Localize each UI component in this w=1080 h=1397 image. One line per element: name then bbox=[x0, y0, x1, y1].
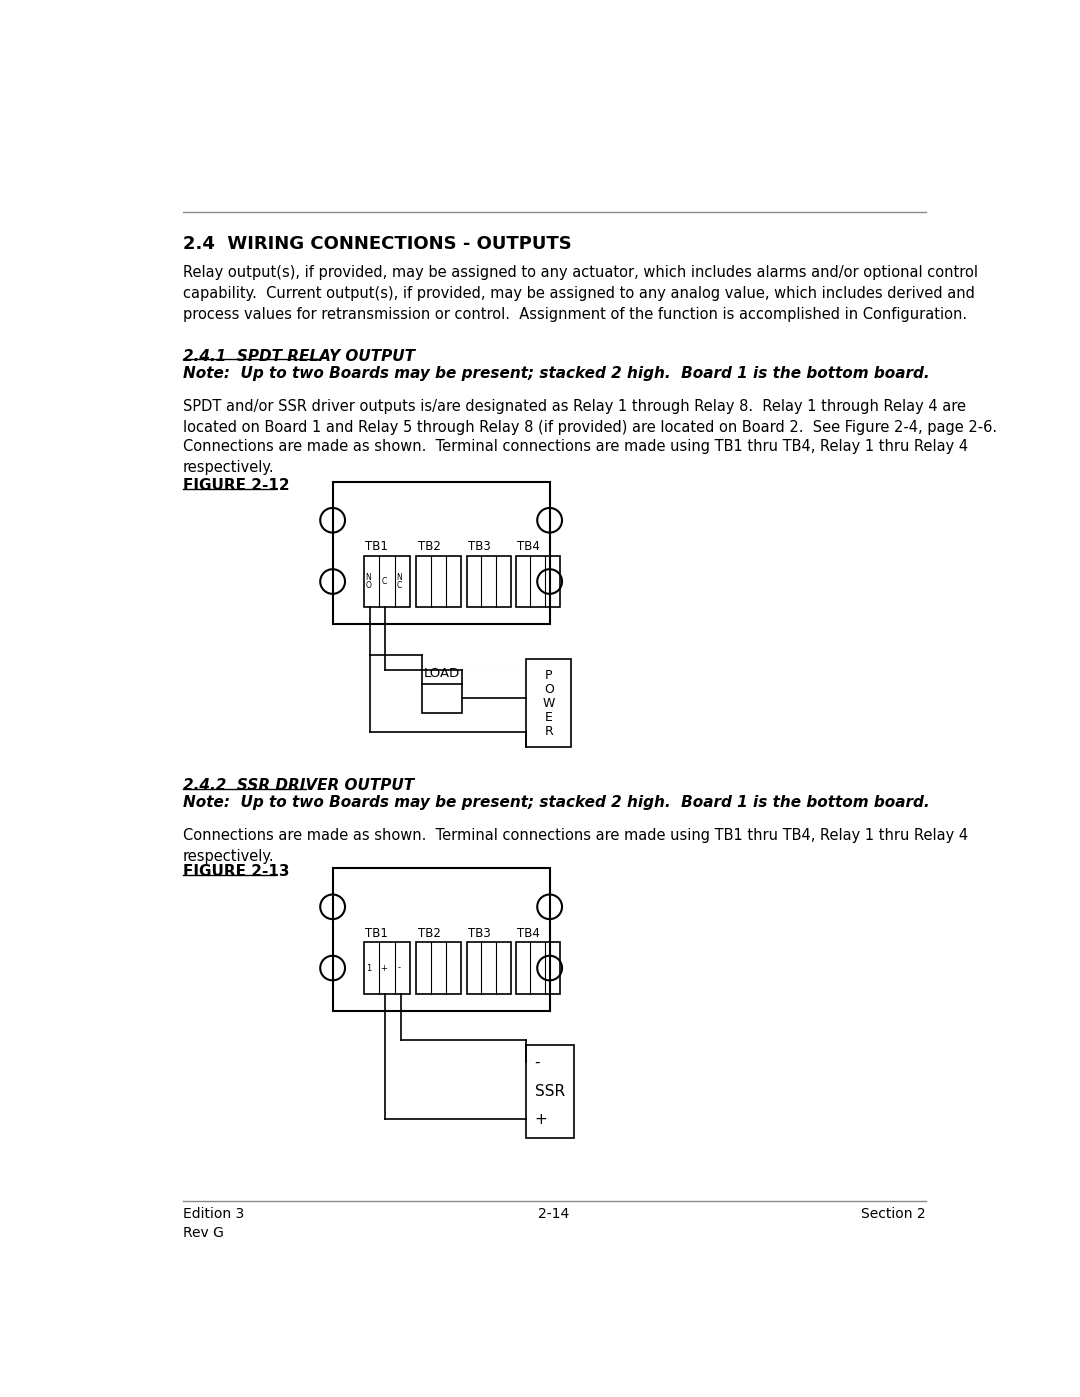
Text: TB4: TB4 bbox=[517, 926, 540, 940]
Text: TB4: TB4 bbox=[517, 541, 540, 553]
Text: TB2: TB2 bbox=[418, 541, 441, 553]
Text: Note:  Up to two Boards may be present; stacked 2 high.  Board 1 is the bottom b: Note: Up to two Boards may be present; s… bbox=[183, 366, 930, 380]
Bar bbox=[526, 659, 571, 747]
Text: -: - bbox=[397, 964, 401, 972]
Text: +: + bbox=[535, 1112, 546, 1127]
Bar bbox=[333, 482, 550, 624]
Bar bbox=[416, 556, 460, 608]
Text: Note:  Up to two Boards may be present; stacked 2 high.  Board 1 is the bottom b: Note: Up to two Boards may be present; s… bbox=[183, 795, 930, 810]
Bar bbox=[515, 943, 559, 993]
Text: N
C: N C bbox=[396, 573, 402, 590]
Text: LOAD: LOAD bbox=[423, 668, 460, 680]
Text: Connections are made as shown.  Terminal connections are made using TB1 thru TB4: Connections are made as shown. Terminal … bbox=[183, 440, 968, 475]
Text: Relay output(s), if provided, may be assigned to any actuator, which includes al: Relay output(s), if provided, may be ass… bbox=[183, 265, 978, 323]
Text: TB3: TB3 bbox=[469, 541, 491, 553]
Text: +: + bbox=[380, 964, 388, 972]
Text: SPDT and/or SSR driver outputs is/are designated as Relay 1 through Relay 8.  Re: SPDT and/or SSR driver outputs is/are de… bbox=[183, 400, 997, 436]
Bar bbox=[526, 1045, 575, 1137]
Text: C: C bbox=[381, 577, 387, 585]
Bar bbox=[333, 869, 550, 1011]
Text: Edition 3
Rev G: Edition 3 Rev G bbox=[183, 1207, 244, 1239]
Text: TB3: TB3 bbox=[469, 926, 491, 940]
Bar bbox=[364, 556, 410, 608]
Text: SSR: SSR bbox=[536, 1084, 566, 1099]
Text: N
O: N O bbox=[365, 573, 372, 590]
Bar bbox=[364, 943, 410, 993]
Text: TB2: TB2 bbox=[418, 926, 441, 940]
Text: -: - bbox=[535, 1055, 540, 1070]
Text: Connections are made as shown.  Terminal connections are made using TB1 thru TB4: Connections are made as shown. Terminal … bbox=[183, 828, 968, 865]
Bar bbox=[422, 683, 462, 712]
Text: 2.4.2  SSR DRIVER OUTPUT: 2.4.2 SSR DRIVER OUTPUT bbox=[183, 778, 414, 793]
Text: P
O
W
E
R: P O W E R bbox=[542, 669, 555, 738]
Text: 2.4  WIRING CONNECTIONS - OUTPUTS: 2.4 WIRING CONNECTIONS - OUTPUTS bbox=[183, 235, 571, 253]
Text: TB1: TB1 bbox=[365, 541, 388, 553]
Bar bbox=[515, 556, 559, 608]
Text: Section 2: Section 2 bbox=[861, 1207, 926, 1221]
Text: 2.4.1  SPDT RELAY OUTPUT: 2.4.1 SPDT RELAY OUTPUT bbox=[183, 349, 415, 363]
Bar bbox=[467, 556, 511, 608]
Text: FIGURE 2-12: FIGURE 2-12 bbox=[183, 478, 289, 493]
Text: 2-14: 2-14 bbox=[538, 1207, 569, 1221]
Text: FIGURE 2-13: FIGURE 2-13 bbox=[183, 865, 289, 880]
Bar bbox=[416, 943, 460, 993]
Text: TB1: TB1 bbox=[365, 926, 388, 940]
Text: 1: 1 bbox=[366, 964, 370, 972]
Bar bbox=[467, 943, 511, 993]
